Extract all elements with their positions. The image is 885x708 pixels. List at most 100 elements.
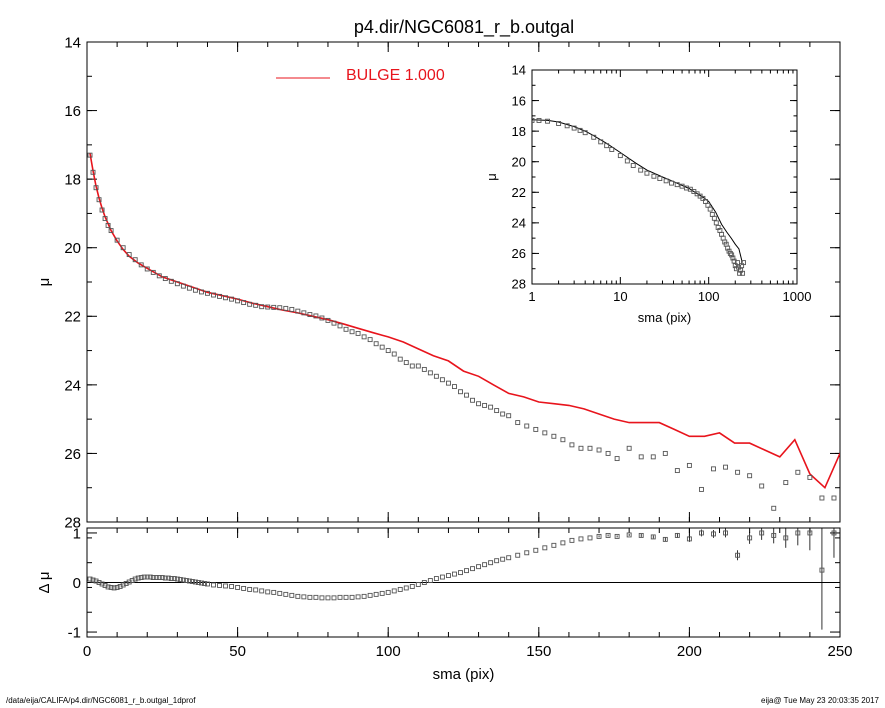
residual-data-point <box>698 530 704 536</box>
residual-data-point <box>165 575 171 581</box>
main-data-point <box>96 197 102 203</box>
inset-data-point <box>591 134 597 140</box>
main-y-tick-label: 22 <box>64 309 81 326</box>
main-data-point <box>433 373 439 379</box>
main-data-point <box>723 464 728 470</box>
inset-data-point <box>582 130 588 136</box>
main-data-point <box>506 413 512 419</box>
residual-data-point <box>626 532 632 538</box>
residual-x-tick-label: 100 <box>376 643 401 660</box>
inset-data-point <box>713 220 719 226</box>
residual-x-axis-label: sma (pix) <box>433 666 495 683</box>
inset-data-point <box>727 250 733 256</box>
residual-data-point <box>192 579 198 585</box>
residual-x-tick-label: 50 <box>229 643 246 660</box>
residual-data-point <box>111 585 117 591</box>
main-data-point <box>533 426 539 432</box>
inset-y-tick-label: 16 <box>512 93 526 108</box>
main-data-point <box>343 326 349 332</box>
inset-data-point <box>707 206 713 212</box>
residual-data-point <box>135 575 141 581</box>
inset-x-tick-label: 1 <box>528 289 535 304</box>
footer-user-timestamp: eija@ Tue May 23 20:03:35 2017 <box>761 696 879 705</box>
residual-data-point <box>605 532 611 538</box>
main-data-point <box>138 262 144 268</box>
main-data-point <box>409 363 415 369</box>
inset-y-tick-label: 20 <box>512 154 526 169</box>
inset-series-line <box>532 119 743 263</box>
inset-data-point <box>737 270 743 276</box>
main-data-point <box>662 450 668 456</box>
main-data-point <box>807 474 813 480</box>
main-data-point <box>569 442 575 448</box>
residual-data-point <box>199 580 204 586</box>
main-data-point <box>515 420 521 426</box>
inset-data-point <box>674 182 680 188</box>
residual-data-point <box>141 574 147 580</box>
main-data-point <box>605 450 611 456</box>
residual-data-point <box>265 589 271 595</box>
main-data-point <box>464 392 469 398</box>
residual-data-point <box>129 578 135 583</box>
residual-data-point <box>259 588 265 594</box>
main-data-point <box>711 466 716 472</box>
residual-y-tick-label: -1 <box>68 624 81 641</box>
residual-data-point <box>819 567 825 573</box>
residual-data-point <box>177 577 183 582</box>
residual-data-point <box>138 575 144 580</box>
residual-data-point <box>174 576 180 582</box>
main-data-point <box>289 306 295 312</box>
residual-data-point <box>349 594 355 600</box>
main-data-point <box>229 296 235 302</box>
main-data-point <box>560 437 566 443</box>
main-data-point <box>174 281 180 287</box>
main-data-point <box>578 445 584 451</box>
residual-data-point <box>421 580 427 585</box>
residual-data-point <box>361 593 367 599</box>
main-data-point <box>698 486 704 492</box>
residual-data-point <box>500 556 506 562</box>
main-data-point <box>331 320 337 326</box>
inset-data-point <box>725 245 731 251</box>
main-y-tick-label: 14 <box>64 34 81 51</box>
main-data-point <box>551 433 557 439</box>
inset-data-point <box>536 117 542 123</box>
inset-y-tick-label: 14 <box>512 63 526 78</box>
residual-data-point <box>831 530 837 536</box>
residual-data-point <box>331 595 337 601</box>
main-data-point <box>445 380 451 386</box>
main-data-point <box>397 356 403 362</box>
residual-data-point <box>711 531 716 537</box>
inset-data-point <box>577 127 583 133</box>
main-data-point <box>319 315 325 321</box>
residual-data-point <box>650 534 656 540</box>
inset-data-point <box>651 173 657 179</box>
residual-data-point <box>189 579 195 584</box>
residual-x-tick-label: 150 <box>526 643 551 660</box>
main-data-point <box>325 317 331 323</box>
inset-y-tick-label: 22 <box>512 185 526 200</box>
main-data-point <box>265 304 271 310</box>
residual-data-point <box>105 584 111 590</box>
residual-data-point <box>108 585 114 590</box>
residual-data-point <box>415 582 421 587</box>
main-data-point <box>355 330 361 336</box>
residual-data-point <box>156 575 162 580</box>
main-y-tick-label: 26 <box>64 446 81 463</box>
main-data-point <box>211 292 216 298</box>
inset-y-tick-label: 26 <box>512 246 526 261</box>
residual-data-point <box>223 583 229 589</box>
residual-data-point <box>578 536 584 542</box>
main-data-point <box>819 495 825 501</box>
residual-data-point <box>247 586 253 592</box>
residual-data-point <box>180 577 186 583</box>
main-y-tick-label: 16 <box>64 103 81 120</box>
residual-data-point <box>186 578 192 584</box>
residual-data-point <box>560 540 566 546</box>
inset-data-point <box>609 147 615 152</box>
residual-data-point <box>391 588 397 594</box>
inset-data-point <box>657 176 663 181</box>
main-data-point <box>747 473 753 479</box>
main-data-point <box>223 295 229 301</box>
